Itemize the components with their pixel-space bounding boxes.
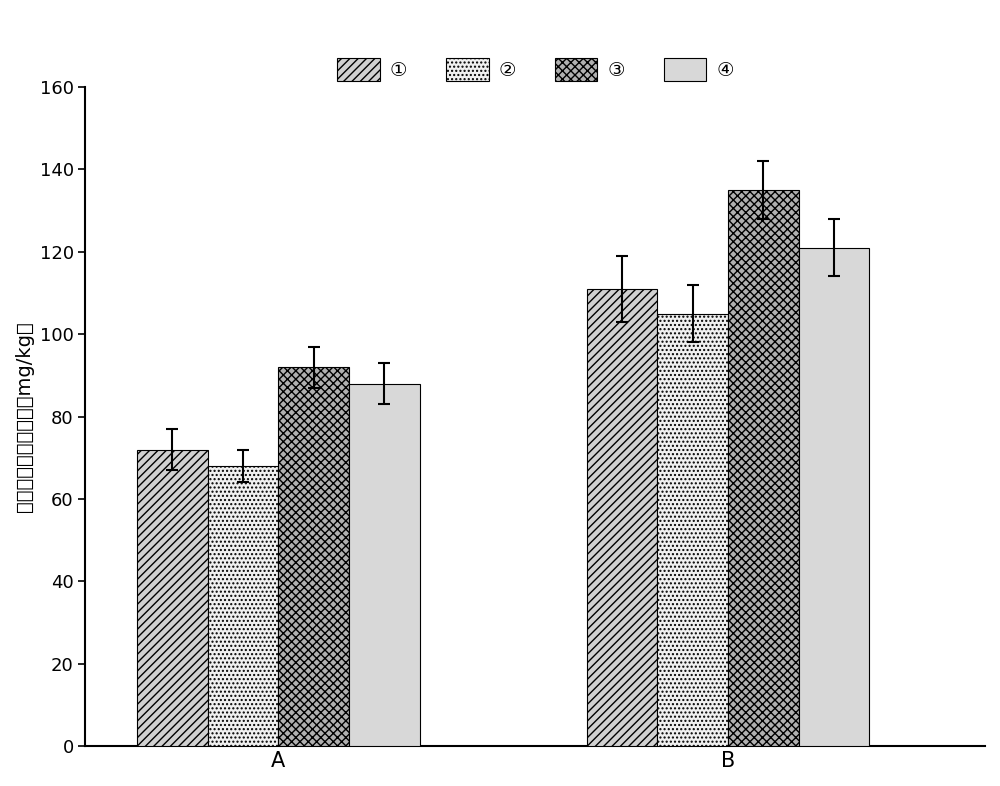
Bar: [349, 384, 420, 746]
Bar: [587, 288, 657, 746]
Bar: [728, 190, 799, 746]
Bar: [799, 248, 869, 746]
Bar: [208, 466, 278, 746]
Bar: [278, 367, 349, 746]
Bar: [137, 450, 208, 746]
Legend: ①, ②, ③, ④: ①, ②, ③, ④: [329, 50, 741, 89]
Bar: [657, 314, 728, 746]
Y-axis label: 植物地上部分镁含量（mg/kg）: 植物地上部分镁含量（mg/kg）: [15, 321, 34, 512]
